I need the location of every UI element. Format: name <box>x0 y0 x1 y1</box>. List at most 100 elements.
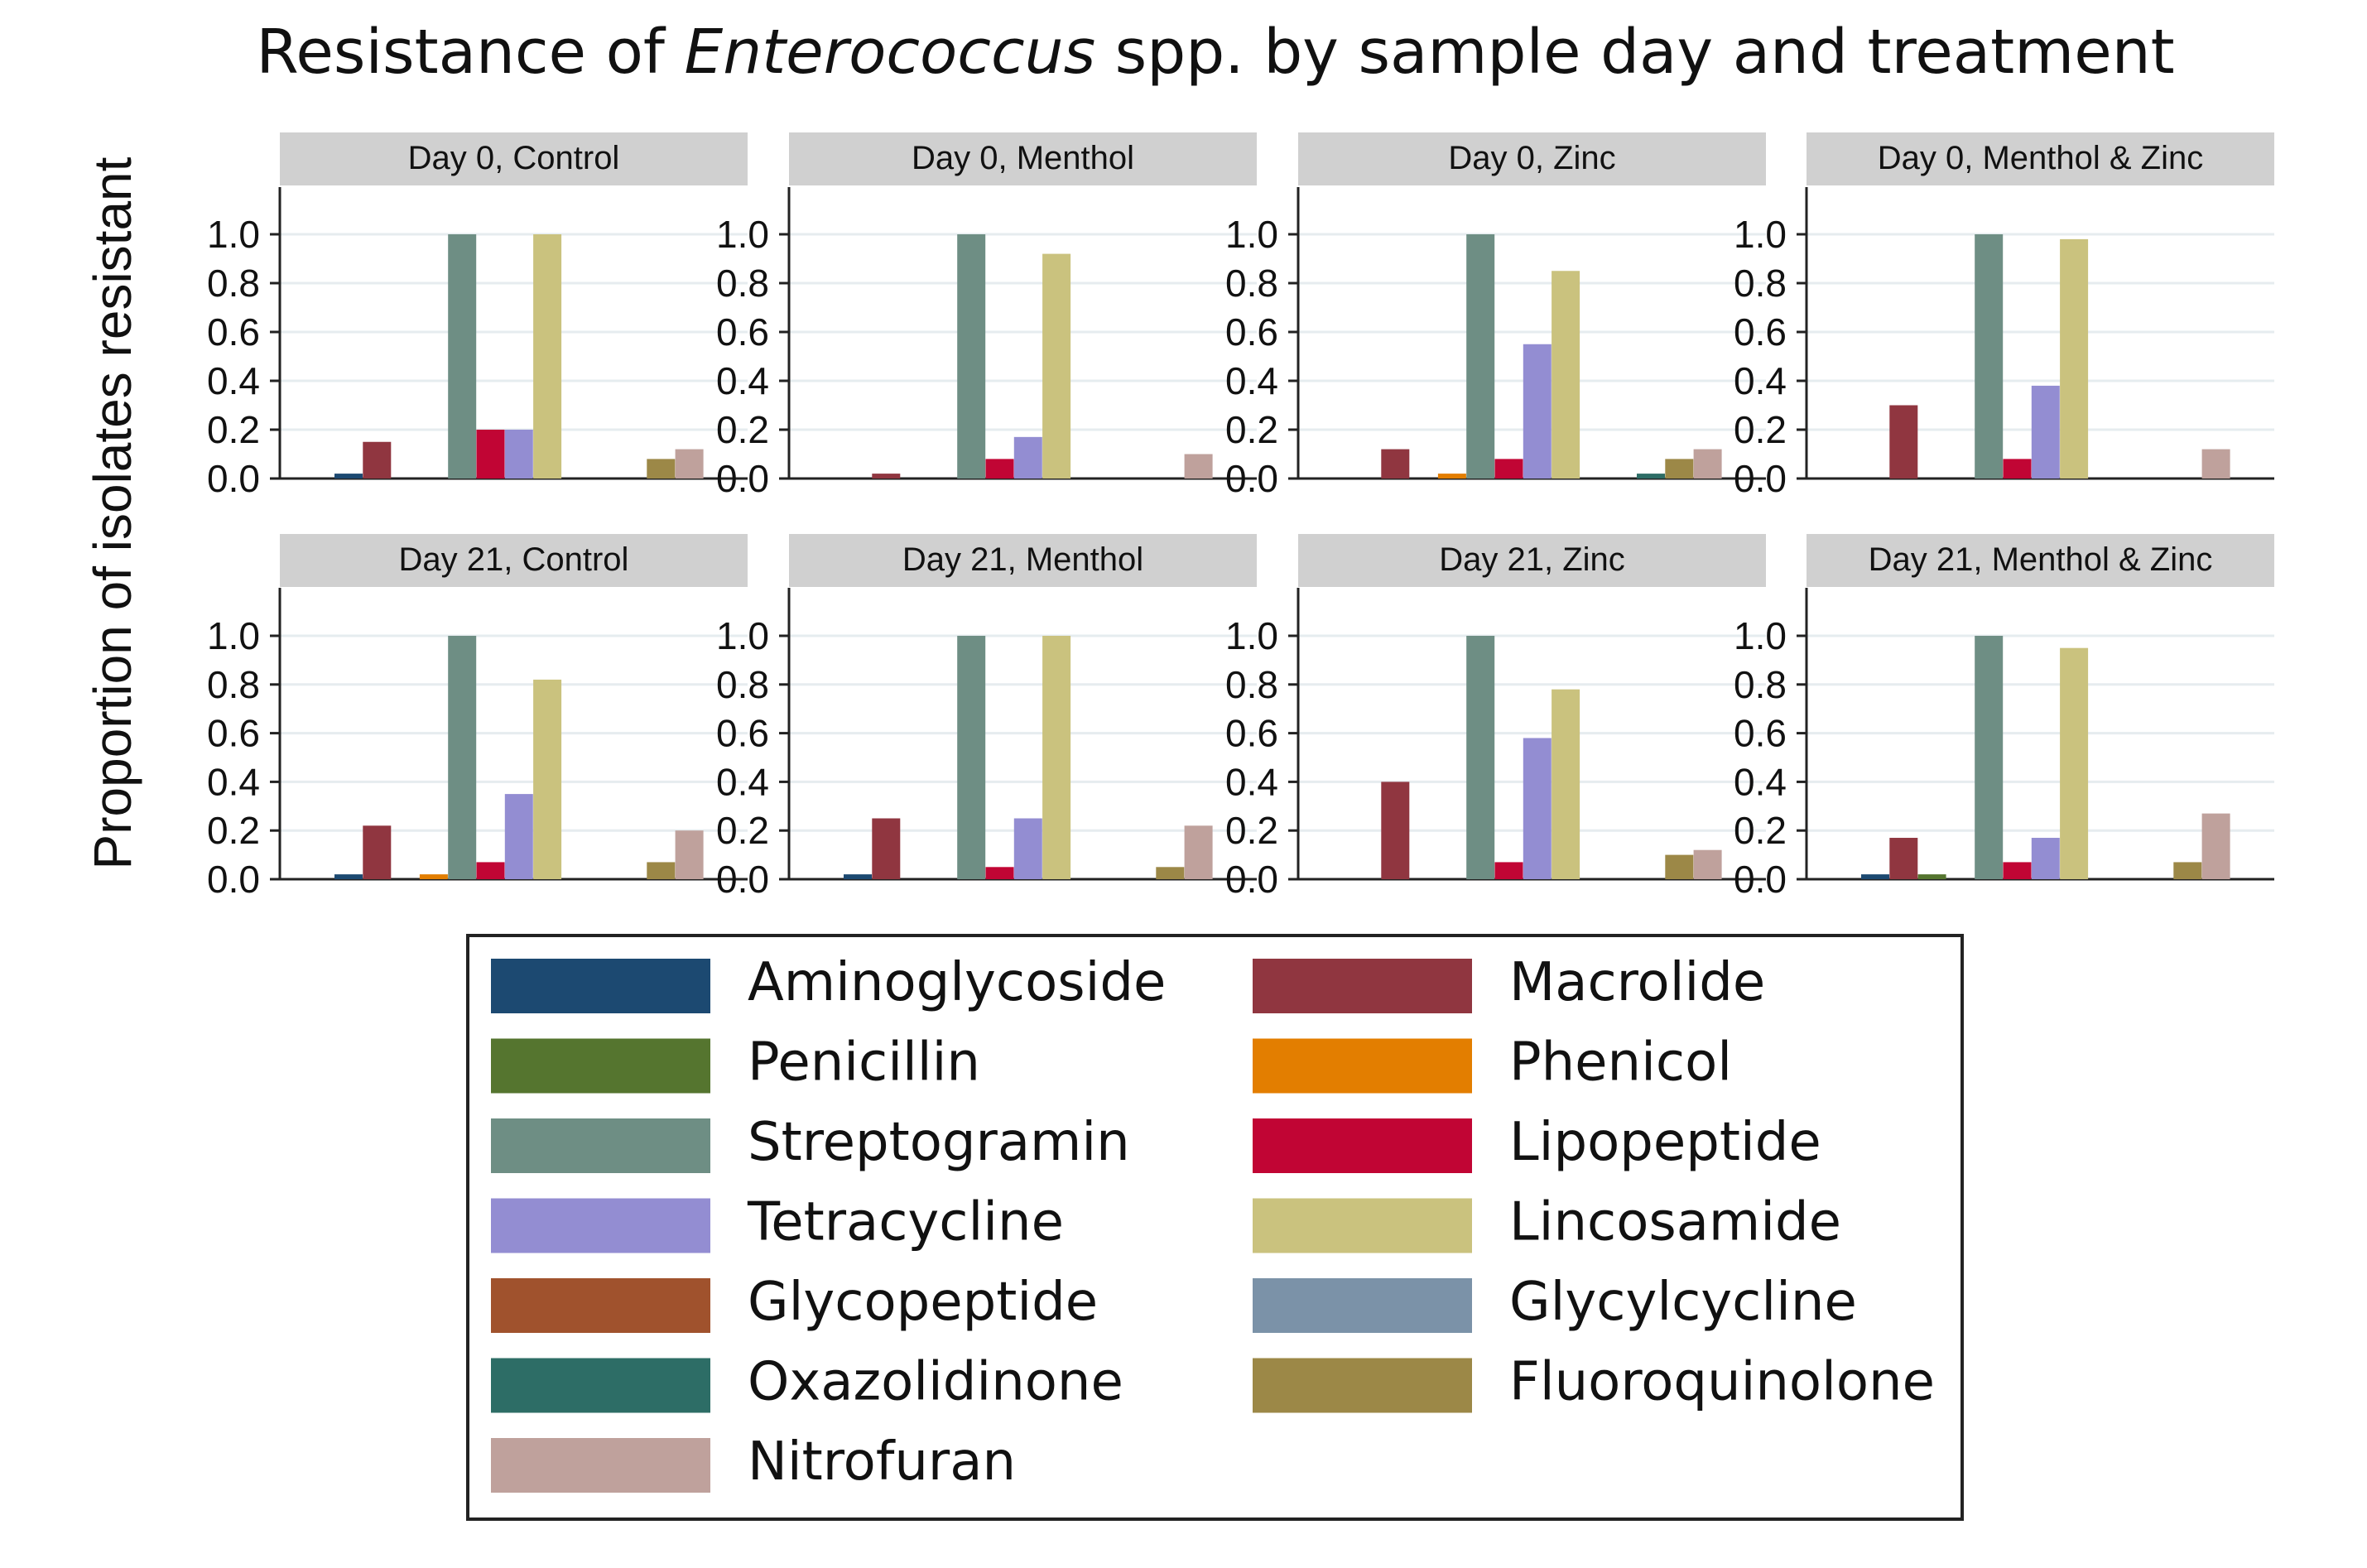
y-tick-label: 0.8 <box>1225 663 1278 706</box>
y-axis-label: Proportion of isolates resistant <box>83 156 142 869</box>
y-tick-label: 1.0 <box>1734 614 1787 657</box>
y-tick-label: 0.2 <box>1734 809 1787 852</box>
panel-day-0-zinc: Day 0, Zinc 0.0 0.2 0.4 0.6 0.8 1.0 <box>1225 132 1766 500</box>
bar-lipopeptide <box>2003 862 2032 879</box>
bar-lincosamide <box>1552 689 1580 879</box>
legend-item-lincosamide: Lincosamide <box>1253 1192 1841 1253</box>
y-tick-label: 0.0 <box>1225 858 1278 901</box>
y-tick-label: 0.4 <box>716 760 769 803</box>
facet-panels: Day 0, Control 0.0 0.2 0.4 0.6 0.8 1.0 Day 0, M… <box>207 132 2274 901</box>
bar-streptogramin <box>957 636 986 879</box>
panel-day-0-menthol: Day 0, Menthol 0.0 0.2 0.4 0.6 0.8 1.0 <box>716 132 1257 500</box>
y-tick-label: 0.4 <box>1734 760 1787 803</box>
panel-strip-label: Day 21, Menthol <box>902 541 1143 578</box>
legend-label: Glycylcycline <box>1509 1272 1857 1333</box>
bar-tetracycline <box>504 794 533 879</box>
bar-lipopeptide <box>1494 862 1523 879</box>
panel-strip-label: Day 21, Control <box>399 541 629 578</box>
legend-swatch <box>1253 1038 1472 1094</box>
legend-item-penicillin: Penicillin <box>491 1032 980 1094</box>
y-tick-label: 0.6 <box>1734 310 1787 354</box>
bar-lincosamide <box>533 234 562 479</box>
bar-tetracycline <box>1523 344 1552 479</box>
y-tick-label: 0.4 <box>1734 359 1787 402</box>
legend-item-glycylcycline: Glycylcycline <box>1253 1272 1857 1333</box>
legend-swatch <box>491 1278 710 1333</box>
bar-lipopeptide <box>1494 459 1523 479</box>
bar-lincosamide <box>1042 636 1071 879</box>
bar-streptogramin <box>1466 636 1495 879</box>
bar-fluoroquinolone <box>1665 459 1694 479</box>
y-tick-label: 0.2 <box>1734 408 1787 451</box>
bar-nitrofuran <box>675 449 704 479</box>
legend-swatch <box>1253 1358 1472 1413</box>
panel-strip-label: Day 0, Control <box>408 140 620 176</box>
y-tick-label: 0.8 <box>716 262 769 305</box>
y-tick-label: 0.2 <box>207 408 260 451</box>
y-tick-label: 0.2 <box>1225 809 1278 852</box>
bar-streptogramin <box>1975 234 2004 479</box>
legend-label: Streptogramin <box>748 1112 1130 1173</box>
legend-swatch <box>491 1198 710 1253</box>
legend-label: Lipopeptide <box>1509 1112 1821 1173</box>
legend-label: Fluoroquinolone <box>1509 1352 1935 1413</box>
bar-lincosamide <box>2060 238 2089 479</box>
bar-lincosamide <box>533 679 562 879</box>
bar-tetracycline <box>1523 738 1552 879</box>
y-tick-label: 0.6 <box>207 310 260 354</box>
legend-swatch <box>491 1358 710 1413</box>
legend-item-streptogramin: Streptogramin <box>491 1112 1130 1173</box>
y-tick-label: 0.8 <box>1734 663 1787 706</box>
bar-macrolide <box>1381 449 1410 479</box>
legend-item-aminoglycoside: Aminoglycoside <box>491 952 1166 1013</box>
bar-aminoglycoside <box>334 474 363 479</box>
bar-macrolide <box>1889 405 1918 479</box>
y-tick-label: 0.0 <box>1734 457 1787 500</box>
panel-day-21-menthol: Day 21, Menthol 0.0 0.2 0.4 0.6 0.8 1.0 <box>716 534 1257 901</box>
legend-label: Macrolide <box>1509 952 1765 1013</box>
y-tick-label: 0.6 <box>1225 712 1278 755</box>
bar-fluoroquinolone <box>2173 862 2202 879</box>
bar-lipopeptide <box>985 459 1014 479</box>
y-tick-label: 0.0 <box>716 858 769 901</box>
y-tick-label: 1.0 <box>716 614 769 657</box>
bar-lipopeptide <box>985 867 1014 879</box>
y-tick-label: 1.0 <box>207 213 260 256</box>
y-tick-label: 0.6 <box>1225 310 1278 354</box>
legend-swatch <box>1253 1118 1472 1173</box>
bar-nitrofuran <box>675 830 704 879</box>
bar-phenicol <box>1437 474 1466 479</box>
panel-strip <box>280 132 748 185</box>
panel-strip <box>789 534 1257 587</box>
bar-fluoroquinolone <box>1665 854 1694 879</box>
bar-macrolide <box>1381 782 1410 879</box>
panel-strip-label: Day 0, Menthol <box>912 140 1134 176</box>
y-tick-label: 0.0 <box>1734 858 1787 901</box>
y-tick-label: 0.0 <box>1225 457 1278 500</box>
bar-streptogramin <box>957 234 986 479</box>
panel-day-21-zinc: Day 21, Zinc 0.0 0.2 0.4 0.6 0.8 1.0 <box>1225 534 1766 901</box>
legend-label: Aminoglycoside <box>748 952 1166 1013</box>
bar-lincosamide <box>1552 271 1580 479</box>
y-tick-label: 0.6 <box>716 310 769 354</box>
legend-item-lipopeptide: Lipopeptide <box>1253 1112 1821 1173</box>
panel-strip <box>789 132 1257 185</box>
y-tick-label: 0.8 <box>1225 262 1278 305</box>
panel-strip <box>280 534 748 587</box>
legend-label: Glycopeptide <box>748 1272 1098 1333</box>
legend-label: Penicillin <box>748 1032 980 1094</box>
y-tick-label: 1.0 <box>207 614 260 657</box>
legend-label: Oxazolidinone <box>748 1352 1123 1413</box>
bar-streptogramin <box>448 234 477 479</box>
bar-fluoroquinolone <box>647 862 676 879</box>
bar-macrolide <box>872 818 901 879</box>
legend-label: Lincosamide <box>1509 1192 1841 1253</box>
legend-swatch <box>491 1038 710 1094</box>
bar-tetracycline <box>1013 818 1042 879</box>
bar-lincosamide <box>2060 647 2089 879</box>
legend-box <box>466 934 1964 1521</box>
y-tick-label: 0.4 <box>1225 760 1278 803</box>
y-tick-label: 0.4 <box>716 359 769 402</box>
y-tick-label: 0.8 <box>1734 262 1787 305</box>
